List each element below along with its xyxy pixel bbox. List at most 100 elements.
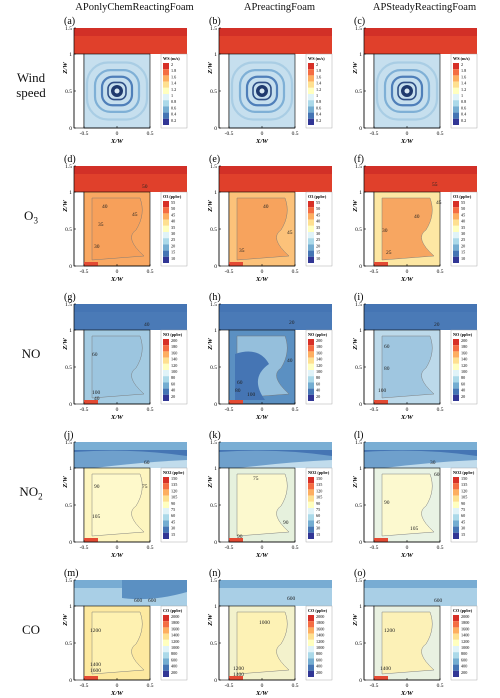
y-tick-label: 1.5: [355, 164, 362, 170]
y-axis-label: Z/W: [62, 337, 69, 351]
row-label-co: CO: [21, 622, 41, 637]
contour-label: 45: [132, 212, 138, 218]
above-roof-band: [364, 28, 477, 36]
legend-tick-label: 1000: [171, 645, 179, 650]
x-tick-label: -0.5: [225, 545, 234, 551]
legend-title: NO (ppbv): [308, 332, 328, 337]
contour-label: 80: [235, 388, 241, 394]
legend-swatch: [163, 370, 169, 377]
legend-swatch: [163, 382, 169, 389]
contour-label: 60: [434, 472, 440, 478]
legend-tick-label: 50: [461, 206, 465, 211]
legend-tick-label: 1400: [461, 633, 469, 638]
x-tick-label: 0: [261, 269, 264, 275]
inner-contour: [91, 335, 145, 399]
y-axis-label: Z/W: [352, 613, 359, 627]
inner-contour: [91, 473, 145, 537]
legend-tick-label: 25: [171, 237, 175, 242]
legend-tick-label: 40: [461, 219, 465, 224]
row-label-no2: NO2: [19, 484, 43, 502]
x-tick-label: 0.5: [292, 683, 299, 689]
above-roof-band: [74, 166, 187, 174]
above-roof-band: [74, 304, 187, 312]
x-axis-label: X/W: [255, 690, 269, 697]
legend-swatch: [163, 532, 169, 539]
legend-title: NO (ppbv): [453, 332, 473, 337]
vortex-contour: [85, 61, 149, 121]
y-tick-label: 0.5: [355, 89, 362, 95]
legend-tick-label: 15: [171, 532, 175, 537]
legend-tick-label: 160: [316, 350, 322, 355]
legend-tick-label: 35: [461, 225, 465, 230]
legend-swatch: [453, 63, 459, 70]
legend-tick-label: 140: [316, 357, 322, 362]
legend-swatch: [453, 100, 459, 107]
ground-source-hotspot: [229, 676, 243, 680]
legend-tick-label: 0.4: [316, 112, 322, 117]
legend-tick-label: 1200: [171, 639, 179, 644]
y-tick-label: 1.5: [210, 578, 217, 584]
ground-source-hotspot: [84, 262, 98, 266]
panel-letter: (m): [64, 568, 78, 579]
legend-tick-label: 0.6: [461, 105, 466, 110]
legend-swatch: [453, 225, 459, 232]
y-axis-label: Z/W: [352, 199, 359, 213]
legend-swatch: [453, 639, 459, 646]
x-tick-label: 0.5: [437, 269, 444, 275]
x-axis-label: X/W: [400, 138, 414, 145]
contour-panel-e: (e) 40 45 35 0 0.5 1 1.5 -0.5 0 0.5 X/W Z/W O3 (ppbv)…: [207, 154, 333, 283]
inner-contour: [236, 197, 290, 261]
contour-label: 60: [237, 380, 243, 386]
y-tick-label: 1.5: [65, 302, 72, 308]
legend-swatch: [453, 633, 459, 640]
x-tick-label: -0.5: [225, 269, 234, 275]
contour-label: 600: [134, 598, 143, 604]
x-tick-label: 0: [116, 131, 119, 137]
legend-swatch: [453, 94, 459, 101]
contour-panel-b: (b) 0 0.5 1 1.5 -0.5 0 0.5 X/W Z/W WS (m/s)21.81.6…: [207, 16, 333, 145]
legend-tick-label: 60: [171, 381, 175, 386]
legend-tick-label: 160: [461, 350, 467, 355]
x-tick-label: 0: [116, 683, 119, 689]
legend-tick-label: 40: [316, 219, 320, 224]
x-axis-label: X/W: [255, 276, 269, 283]
legend-swatch: [163, 646, 169, 653]
inner-contour: [381, 611, 435, 675]
legend-swatch: [163, 213, 169, 220]
x-tick-label: 0.5: [147, 683, 154, 689]
contour-label: 1200: [384, 628, 395, 634]
x-tick-label: 0.5: [292, 269, 299, 275]
legend-tick-label: 200: [171, 670, 177, 675]
y-tick-label: 1.5: [65, 440, 72, 446]
column-title: APSteadyReactingFoam: [372, 2, 477, 13]
legend-tick-label: 30: [461, 231, 465, 236]
legend-tick-label: 40: [316, 388, 320, 393]
legend-tick-label: 20: [171, 243, 175, 248]
x-tick-label: 0: [406, 545, 409, 551]
y-tick-label: 0.5: [65, 503, 72, 509]
legend-tick-label: 60: [316, 381, 320, 386]
legend-tick-label: 0.4: [461, 112, 467, 117]
legend-tick-label: 75: [316, 507, 320, 512]
legend-swatch: [453, 520, 459, 527]
y-tick-label: 1.5: [210, 26, 217, 32]
legend-tick-label: 25: [461, 237, 465, 242]
y-axis-label: Z/W: [62, 61, 69, 75]
legend-tick-label: 200: [461, 670, 467, 675]
legend-swatch: [453, 357, 459, 364]
legend-tick-label: 2: [461, 62, 463, 67]
legend-tick-label: 75: [171, 507, 175, 512]
legend-tick-label: 400: [461, 664, 467, 669]
legend-swatch: [308, 201, 314, 208]
legend-tick-label: 45: [316, 519, 320, 524]
legend-swatch: [308, 363, 314, 370]
legend-swatch: [308, 382, 314, 389]
legend-tick-label: 45: [171, 519, 175, 524]
y-axis-label: Z/W: [352, 337, 359, 351]
legend-tick-label: 35: [171, 225, 175, 230]
legend-swatch: [163, 483, 169, 490]
contour-label: 1400: [90, 662, 101, 668]
above-roof-plume: [122, 580, 187, 600]
legend-tick-label: 1.2: [171, 87, 176, 92]
